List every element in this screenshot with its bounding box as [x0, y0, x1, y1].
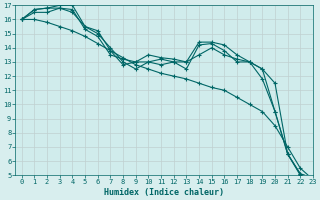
X-axis label: Humidex (Indice chaleur): Humidex (Indice chaleur) [104, 188, 224, 197]
